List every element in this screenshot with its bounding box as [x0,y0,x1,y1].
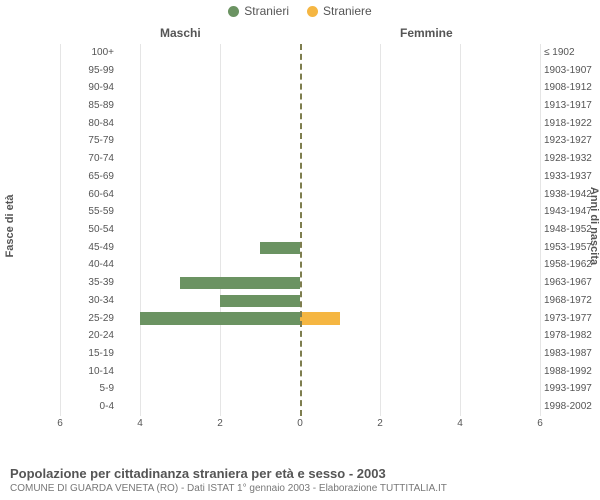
birth-label: 1973-1977 [544,313,600,324]
age-label: 10-14 [64,366,114,377]
bar-male [180,277,300,289]
x-tick-label: 2 [217,418,223,429]
birth-label: 1938-1942 [544,189,600,200]
age-label: 25-29 [64,313,114,324]
age-label: 90-94 [64,82,114,93]
x-tick-label: 0 [297,418,303,429]
age-label: 0-4 [64,401,114,412]
birth-label: 1913-1917 [544,100,600,111]
swatch-female [307,6,318,17]
yaxis-title-left: Fasce di età [4,195,16,258]
panel-title-right: Femmine [400,26,453,40]
birth-label: 1953-1957 [544,242,600,253]
birth-label: 1903-1907 [544,65,600,76]
legend-item-male: Stranieri [228,4,289,18]
birth-label: 1993-1997 [544,383,600,394]
age-label: 75-79 [64,135,114,146]
chart-title: Popolazione per cittadinanza straniera p… [10,466,590,481]
bar-male [140,312,300,324]
birth-label: 1933-1937 [544,171,600,182]
bar-male [260,242,300,254]
footer: Popolazione per cittadinanza straniera p… [10,466,590,494]
age-label: 35-39 [64,277,114,288]
birth-label: 1928-1932 [544,153,600,164]
age-label: 45-49 [64,242,114,253]
chart-subtitle: COMUNE DI GUARDA VENETA (RO) - Dati ISTA… [10,483,590,494]
panel-title-left: Maschi [160,26,201,40]
birth-label: 1923-1927 [544,135,600,146]
legend-item-female: Straniere [307,4,372,18]
birth-label: 1958-1962 [544,259,600,270]
birth-label: 1908-1912 [544,82,600,93]
birth-label: 1943-1947 [544,206,600,217]
birth-label: ≤ 1902 [544,47,600,58]
age-label: 55-59 [64,206,114,217]
legend-label-female: Straniere [323,4,372,18]
bar-male [220,295,300,307]
age-label: 30-34 [64,295,114,306]
x-tick-label: 6 [537,418,543,429]
birth-label: 1998-2002 [544,401,600,412]
legend-label-male: Stranieri [244,4,289,18]
legend: Stranieri Straniere [0,0,600,18]
age-label: 100+ [64,47,114,58]
x-tick-label: 4 [457,418,463,429]
zero-axis [300,44,302,416]
bar-female [300,312,340,324]
swatch-male [228,6,239,17]
x-tick-label: 6 [57,418,63,429]
x-tick-label: 4 [137,418,143,429]
age-label: 15-19 [64,348,114,359]
age-label: 40-44 [64,259,114,270]
birth-label: 1963-1967 [544,277,600,288]
birth-label: 1968-1972 [544,295,600,306]
x-tick-label: 2 [377,418,383,429]
age-label: 50-54 [64,224,114,235]
age-label: 65-69 [64,171,114,182]
birth-label: 1988-1992 [544,366,600,377]
age-label: 5-9 [64,383,114,394]
age-label: 70-74 [64,153,114,164]
plot-area [60,44,540,416]
birth-label: 1918-1922 [544,118,600,129]
age-label: 85-89 [64,100,114,111]
birth-label: 1948-1952 [544,224,600,235]
age-label: 20-24 [64,330,114,341]
birth-label: 1983-1987 [544,348,600,359]
age-label: 95-99 [64,65,114,76]
age-label: 60-64 [64,189,114,200]
birth-label: 1978-1982 [544,330,600,341]
chart: Maschi Femmine Fasce di età Anni di nasc… [0,26,600,446]
age-label: 80-84 [64,118,114,129]
